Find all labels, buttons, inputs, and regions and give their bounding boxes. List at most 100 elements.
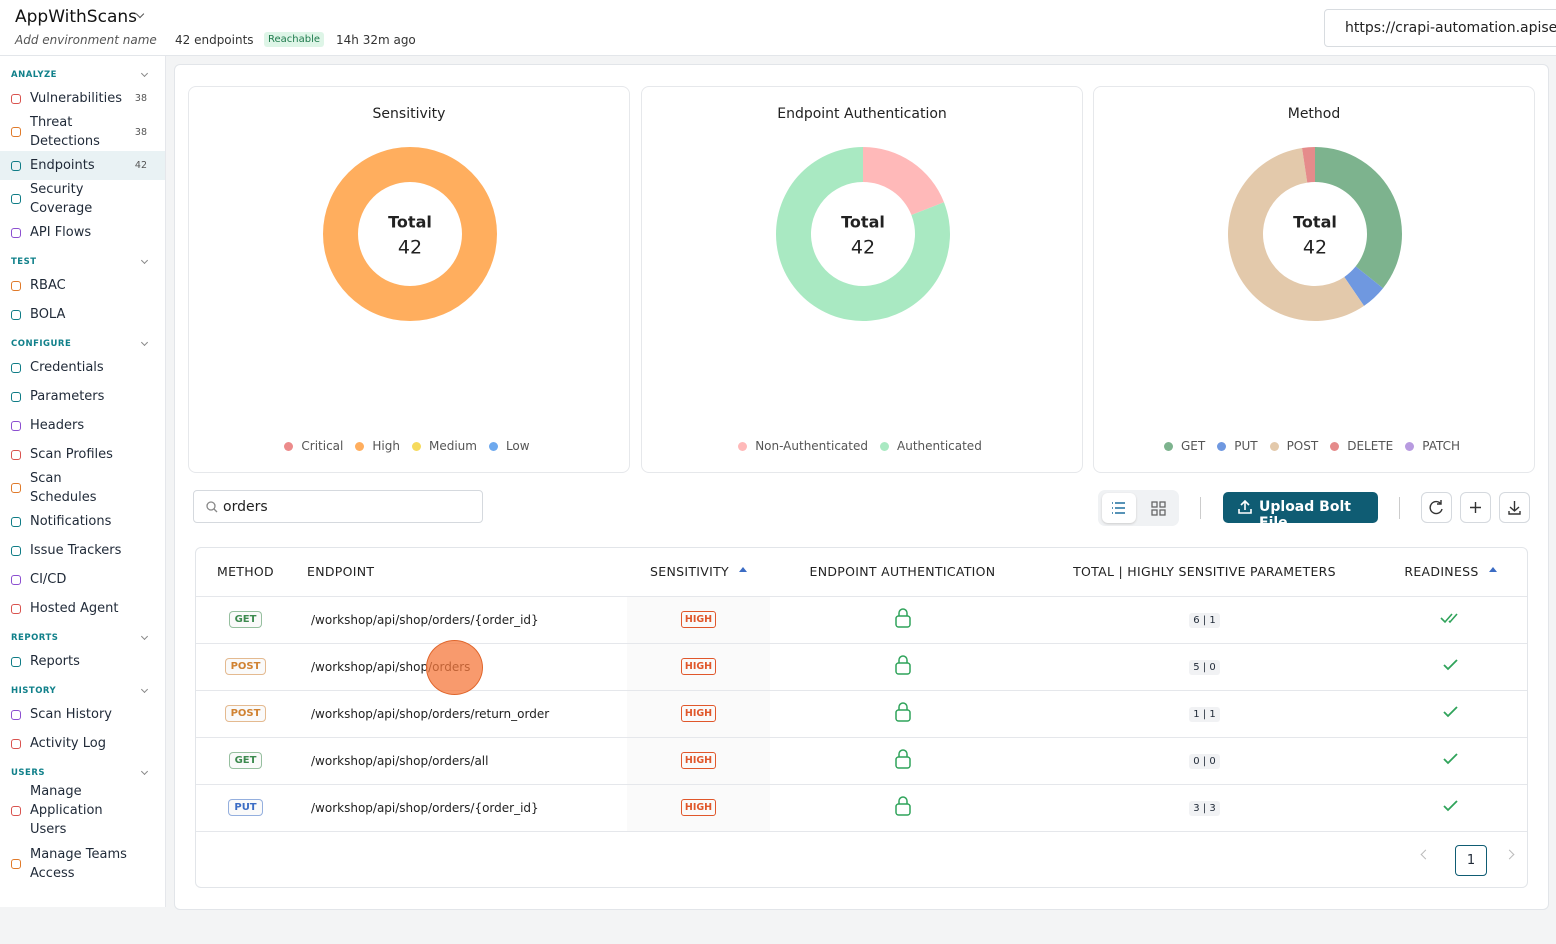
legend-label: DELETE [1347,439,1394,453]
params-value: 5 | 0 [1189,659,1220,675]
header: AppWithScans Add environment name 42 end… [0,0,1556,56]
center-label: Total [388,213,432,232]
nav-item[interactable]: Notifications [0,507,165,536]
nav-icon [11,483,21,493]
nav-item[interactable]: Scan Schedules [0,469,165,507]
donut-segment [323,147,497,321]
legend-item[interactable]: GET [1163,439,1209,453]
nav-label: Scan Schedules [30,471,97,505]
nav-item[interactable]: Manage Application Users [0,782,165,839]
table-row[interactable]: GET/workshop/api/shop/orders/{order_id} H… [196,596,1527,644]
nav-item[interactable]: Threat Detections 38 [0,113,165,151]
sensitivity-badge: HIGH [680,752,717,769]
method-cell: GET [196,737,295,785]
check-icon [1442,800,1458,812]
nav-icon [11,738,21,749]
env-name[interactable]: Add environment name [15,33,157,47]
sensitivity-cell: HIGH [627,690,770,738]
nav-label: Threat Detections [30,115,100,149]
search-text: orders [223,499,268,515]
sidebar: ANALYZE Vulnerabilities 38 Threat Detection… [0,56,166,907]
nav-item[interactable]: Security Coverage [0,180,165,218]
nav-label: Vulnerabilities [30,91,122,106]
divider [1399,497,1400,519]
nav-item[interactable]: Issue Trackers [0,536,165,565]
nav-item[interactable]: Activity Log [0,729,165,758]
legend-label: Authenticated [897,439,982,453]
legend-item[interactable]: DELETE [1330,439,1397,453]
legend-label: PATCH [1422,439,1460,453]
nav-item[interactable]: Scan Profiles [0,440,165,469]
endpoint-path: /workshop/api/shop/orders/return_order [311,706,550,721]
list-view[interactable] [1102,493,1136,523]
params-value: 1 | 1 [1189,706,1220,722]
legend-item[interactable]: POST [1269,439,1323,453]
add-button[interactable] [1460,492,1491,523]
table-row[interactable]: GET/workshop/api/shop/orders/all HIGH 0 | … [196,737,1527,785]
grid-view[interactable] [1151,501,1166,516]
next-page[interactable] [1504,849,1515,860]
legend-swatch [284,442,294,451]
params-cell: 5 | 0 [1035,643,1374,691]
readiness-cell [1374,643,1527,691]
nav-label: API Flows [30,225,92,240]
table-row[interactable]: POST/workshop/api/shop/orders/return_ord… [196,690,1527,738]
nav-label: Issue Trackers [30,543,122,558]
upload-button[interactable]: Upload Bolt File [1223,492,1378,531]
nav-item[interactable]: Manage Teams Access [0,839,165,888]
params-cell: 1 | 1 [1035,690,1374,738]
method-badge: GET [228,611,263,628]
sensitivity-badge: HIGH [680,799,717,816]
refresh-button[interactable] [1421,492,1452,523]
chart-card: Endpoint Authentication Total 42 Non-Authen… [641,86,1083,473]
check-icon [1442,659,1458,671]
page-number[interactable]: 1 [1455,845,1487,876]
endpoint-cell: /workshop/api/shop/orders/{order_id} [295,784,627,832]
nav-item[interactable]: Headers [0,411,165,440]
nav-item[interactable]: Parameters [0,382,165,411]
search-box[interactable]: orders [193,490,483,523]
legend-item[interactable]: Medium [411,439,481,453]
nav-item[interactable]: BOLA [0,300,165,329]
nav-item[interactable]: CI/CD [0,565,165,594]
table-row[interactable]: PUT/workshop/api/shop/orders/{order_id} H… [196,784,1527,832]
upload-label: Upload Bolt File [1259,499,1351,531]
column-header: METHOD [196,548,295,597]
nav-item[interactable]: Reports [0,647,165,676]
method-badge: POST [224,658,267,675]
params-value: 3 | 3 [1189,800,1220,816]
legend-item[interactable]: PATCH [1405,439,1464,453]
prev-page[interactable] [1420,849,1431,860]
nav-label: Manage Teams Access [30,846,127,881]
nav-item[interactable]: Credentials [0,353,165,382]
nav-item[interactable]: RBAC [0,271,165,300]
legend-item[interactable]: Non-Authenticated [738,439,872,453]
nav-icon [11,127,21,137]
donut: Total 42 [323,147,497,321]
nav-item[interactable]: API Flows [0,218,165,247]
nav-count: 38 [134,93,147,104]
nav-item[interactable]: Scan History [0,700,165,729]
legend-item[interactable]: High [355,439,404,453]
legend-item[interactable]: Critical [284,439,347,453]
upload-icon [1238,499,1252,514]
legend-item[interactable]: Low [488,439,534,453]
legend-item[interactable]: Authenticated [880,439,986,453]
nav-item[interactable]: Vulnerabilities 38 [0,84,165,113]
divider [1200,497,1201,519]
app-name[interactable]: AppWithScans [15,7,137,27]
search-icon [206,501,218,513]
legend-item[interactable]: PUT [1217,439,1261,453]
dropdown-icon[interactable] [135,9,145,19]
table-row[interactable]: POST/workshop/api/shop/orders HIGH 5 | 0 [196,643,1527,691]
sensitivity-badge: HIGH [680,611,717,628]
donut-segment [776,147,950,321]
nav-item[interactable]: Endpoints 42 [0,151,165,180]
nav-label: Notifications [30,514,112,529]
column-title: ENDPOINT [307,564,375,580]
nav-item[interactable]: Hosted Agent [0,594,165,623]
download-button[interactable] [1499,492,1530,523]
nav-icon [11,420,21,431]
url-field[interactable]: https://crapi-automation.apisec [1324,9,1556,47]
nav-icon [11,391,21,402]
